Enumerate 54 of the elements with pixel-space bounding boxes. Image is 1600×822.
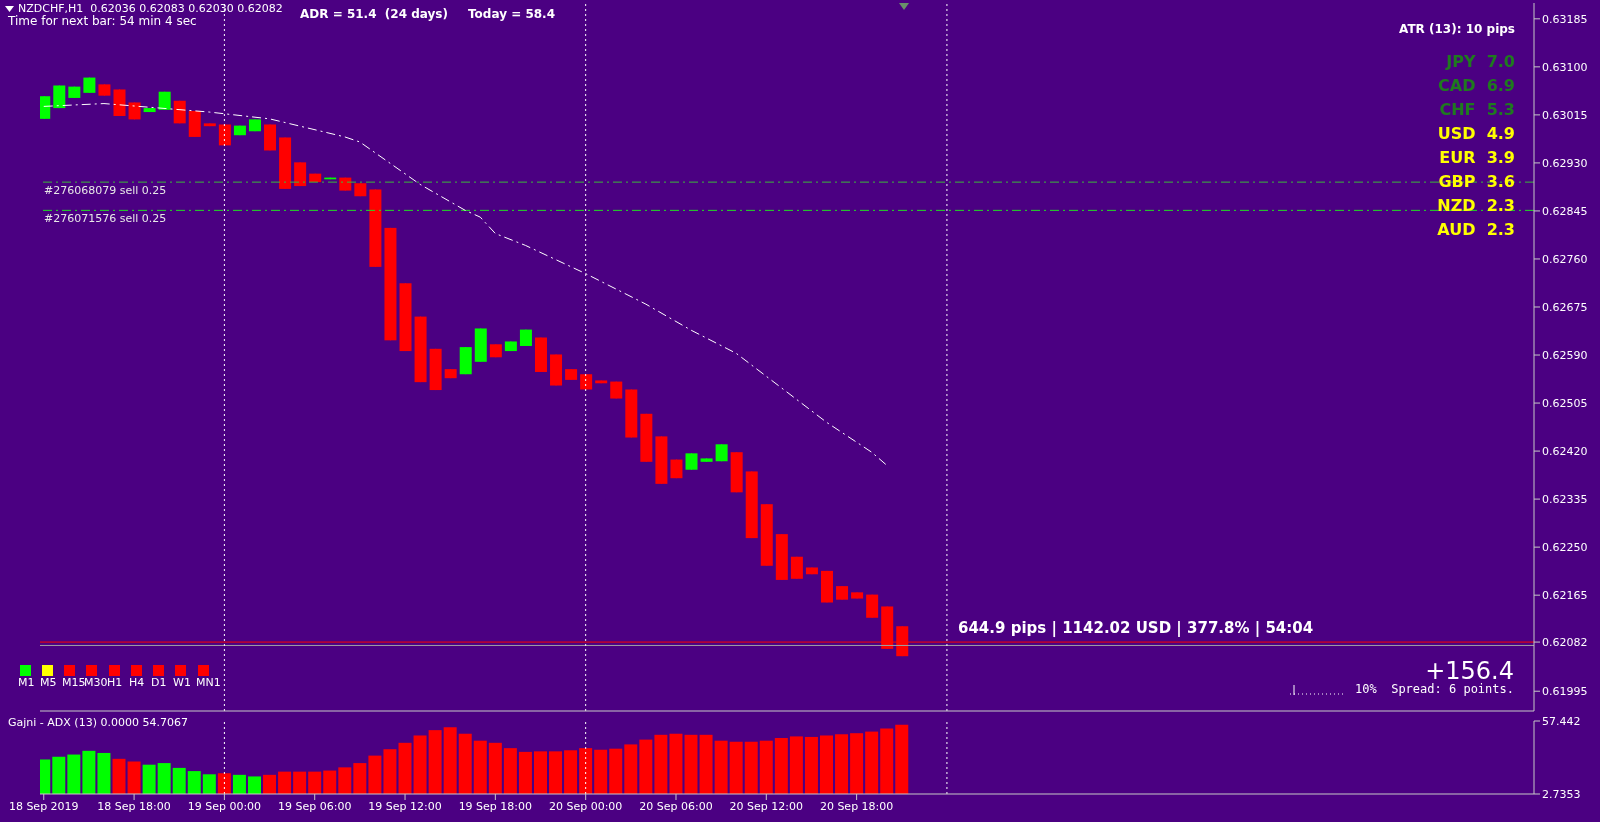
x-tick-label: 20 Sep 06:00	[639, 799, 713, 813]
x-tick-label: 20 Sep 18:00	[819, 799, 894, 813]
y-tick-label: 0.62165	[1542, 589, 1588, 603]
y-tick-label: 0.61995	[1542, 685, 1588, 699]
annotation: M5	[40, 676, 57, 690]
annotation: W1	[173, 676, 191, 690]
x-tick-label: 19 Sep 18:00	[458, 799, 533, 813]
x-tick-label: 19 Sep 12:00	[368, 799, 442, 813]
ref-line-label: #276068079 sell 0.25	[44, 183, 167, 197]
y-tick-label: 0.62590	[1542, 348, 1588, 362]
y-tick-label: 0.62420	[1542, 444, 1588, 458]
annotation: EUR 3.9	[1439, 148, 1515, 167]
y-tick-label: 0.62250	[1542, 541, 1588, 555]
x-tick-label: 18 Sep 2019	[8, 799, 79, 813]
text: M1	[18, 676, 35, 690]
annotation: USD 4.9	[1437, 124, 1515, 143]
y-tick-label: 0.62082	[1542, 635, 1588, 649]
x-tick-label: 20 Sep 12:00	[729, 799, 804, 813]
y-tick-label: 0.63015	[1542, 108, 1588, 122]
chart-title: NZDCHF,H1 0.62036 0.62083 0.62030 0.62082	[18, 2, 283, 15]
y-tick-label: 0.62675	[1542, 300, 1588, 314]
annotation: Today = 58.4	[468, 7, 555, 22]
annotation: H1	[107, 676, 123, 690]
y-tick-label: 0.62760	[1542, 252, 1588, 266]
y-tick-label: 57.442	[1542, 714, 1581, 728]
ref-line-label: #276071576 sell 0.25	[44, 212, 167, 226]
x-tick-label: 18 Sep 18:00	[97, 799, 171, 813]
annotation: AUD 2.3	[1437, 220, 1515, 239]
x-tick-label: 19 Sep 06:00	[278, 799, 352, 813]
annotation: ADR = 51.4 (24 days)	[300, 7, 448, 22]
annotation: CHF 5.3	[1439, 100, 1515, 119]
y-tick-label: 0.62930	[1542, 156, 1588, 170]
annotation: CAD 6.9	[1438, 76, 1515, 95]
annotation: NZD 2.3	[1437, 196, 1515, 215]
y-tick-label: 0.63100	[1542, 60, 1588, 74]
y-tick-label: 0.63185	[1542, 12, 1588, 26]
annotation: M15	[62, 676, 86, 690]
annotation: 10% Spread: 6 points.	[1355, 682, 1514, 697]
annotation: ATR (13): 10 pips	[1399, 22, 1515, 37]
annotation: Time for next bar: 54 min 4 sec	[8, 14, 197, 29]
y-tick-label: 2.7353	[1542, 787, 1581, 801]
chart-title: Gajni - ADX (13) 0.0000 54.7067	[8, 716, 188, 729]
annotation: M30	[84, 676, 108, 690]
y-tick-label: 0.62335	[1542, 493, 1588, 507]
x-tick-label: 20 Sep 00:00	[548, 799, 623, 813]
annotation: 644.9 pips | 1142.02 USD | 377.8% | 54:04	[958, 619, 1314, 637]
y-tick-label: 0.62845	[1542, 204, 1588, 218]
annotation: H4	[129, 676, 145, 690]
annotation: D1	[151, 676, 167, 690]
x-tick-label: 19 Sep 00:00	[187, 799, 262, 813]
annotation: MN1	[196, 676, 221, 690]
y-tick-label: 0.62505	[1542, 396, 1588, 410]
annotation: GBP 3.6	[1438, 172, 1515, 191]
annotation: JPY 7.0	[1446, 52, 1515, 71]
